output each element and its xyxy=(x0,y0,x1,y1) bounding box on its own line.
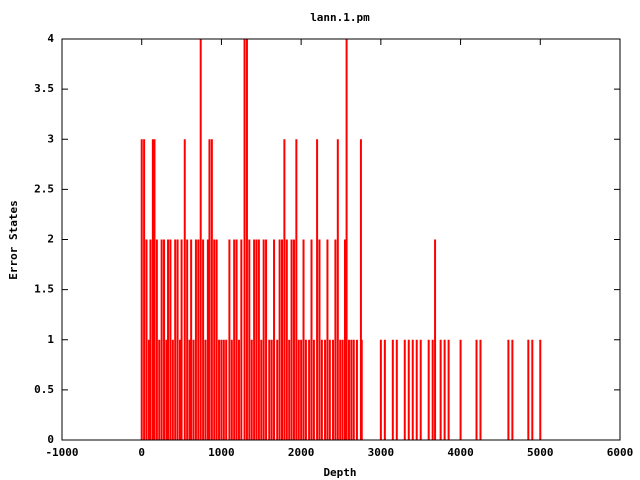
x-tick-label: 5000 xyxy=(527,446,554,459)
x-tick-label: 4000 xyxy=(447,446,474,459)
y-tick-label: 3 xyxy=(47,132,54,145)
x-axis-label: Depth xyxy=(323,466,356,479)
x-tick-label: 1000 xyxy=(208,446,235,459)
y-tick-label: 3.5 xyxy=(34,82,54,95)
y-tick-label: 0 xyxy=(47,433,54,446)
x-tick-label: 6000 xyxy=(607,446,634,459)
y-axis-label: Error States xyxy=(7,200,20,279)
x-tick-label: 2000 xyxy=(288,446,315,459)
y-tick-label: 2.5 xyxy=(34,182,54,195)
y-tick-label: 1.5 xyxy=(34,283,54,296)
y-tick-label: 1 xyxy=(47,333,54,346)
x-tick-label: 3000 xyxy=(368,446,395,459)
y-tick-label: 2 xyxy=(47,233,54,246)
x-tick-label: -1000 xyxy=(45,446,78,459)
plot-border xyxy=(61,38,621,441)
chart-title: lann.1.pm xyxy=(310,11,370,24)
y-tick-label: 4 xyxy=(47,32,54,45)
x-tick-label: 0 xyxy=(138,446,145,459)
y-tick-label: 0.5 xyxy=(34,383,54,396)
